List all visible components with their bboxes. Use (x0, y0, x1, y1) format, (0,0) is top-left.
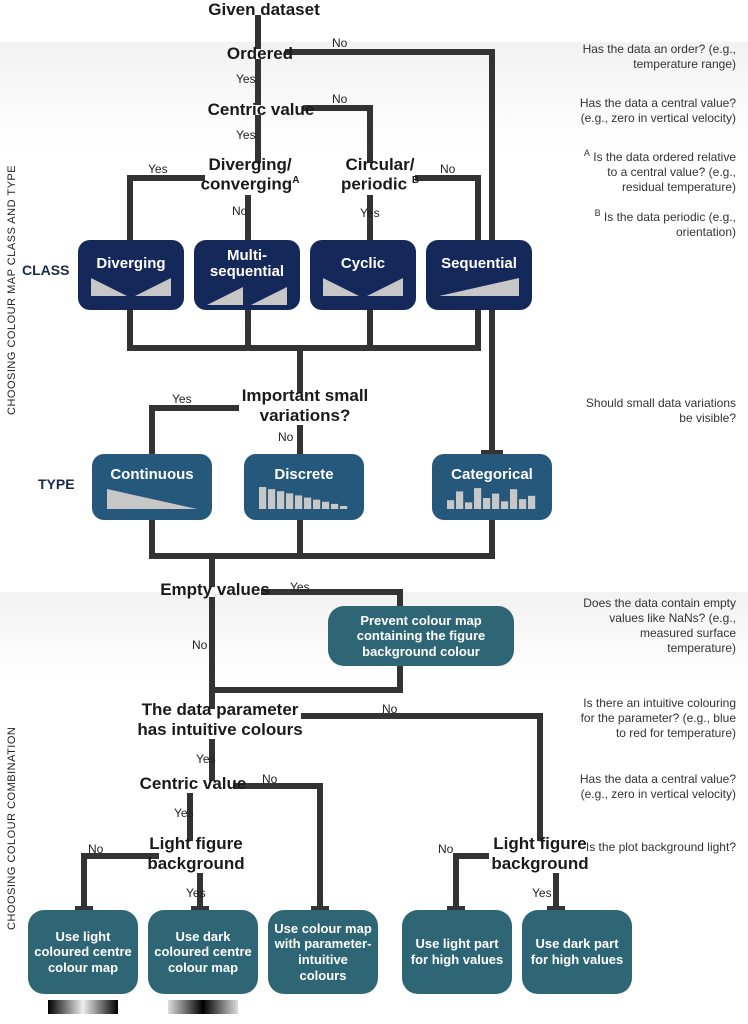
yn-centric1_no: No (332, 92, 347, 106)
class-box-sequential-label: Sequential (441, 256, 517, 273)
yn-intuitive_yes: Yes (196, 752, 216, 766)
yn-empty_no: No (192, 638, 207, 652)
annot-diverging: A Is the data ordered relative to a cent… (576, 148, 736, 195)
type-box-continuous-label: Continuous (110, 467, 193, 484)
vlabel-upper: CHOOSING COLOUR MAP CLASS AND TYPE (6, 95, 18, 415)
class-box-sequential: Sequential (426, 240, 532, 310)
type-box-categorical: Categorical (432, 454, 552, 520)
node-centric2: Centric value (128, 774, 258, 794)
tealbox-prevent-bg: Prevent colour map containing the figure… (328, 606, 514, 666)
sidelabel-class: CLASS (22, 262, 69, 278)
annot-lightbg: Is the plot background light? (576, 840, 736, 855)
yn-smallvar_no: No (278, 430, 293, 444)
node-given-dataset: Given dataset (194, 0, 334, 20)
class-box-multiseq: Multi-sequential (194, 240, 300, 310)
yn-circ_yes: Yes (360, 206, 380, 220)
sidelabel-type: TYPE (38, 476, 75, 492)
yn-lightbg2_yes: Yes (532, 886, 552, 900)
class-box-multiseq-label: Multi-sequential (210, 248, 284, 281)
node-circular-periodic: Circular/periodic B (320, 156, 440, 194)
annot-periodic-text: Is the data periodic (e.g., orientation) (604, 210, 736, 239)
annot-order: Has the data an order? (e.g., temperatur… (576, 42, 736, 72)
type-box-discrete: Discrete (244, 454, 364, 520)
node-circular-periodic-label: Circular/periodic (341, 155, 415, 193)
annot-central2: Has the data a central value? (e.g., zer… (576, 772, 736, 802)
node-circular-periodic-sup: B (412, 175, 419, 186)
yn-empty_yes: Yes (290, 580, 310, 594)
yn-intuitive_no: No (382, 702, 397, 716)
class-box-cyclic-label: Cyclic (341, 256, 385, 273)
endbox-param_intuitive: Use colour map with parameter-intuitive … (268, 910, 378, 994)
node-centric1: Centric value (196, 100, 326, 120)
endbox-dark_centre: Use dark coloured centre colour map (148, 910, 258, 994)
yn-centric2_no: No (262, 772, 277, 786)
endbox-dark_high: Use dark part for high values (522, 910, 632, 994)
node-lightbg1: Light figurebackground (136, 834, 256, 873)
type-box-discrete-label: Discrete (274, 467, 333, 484)
class-box-diverging-label: Diverging (96, 256, 165, 273)
annot-central: Has the data a central value? (e.g., zer… (576, 96, 736, 126)
node-diverging-conv-label: Diverging/converging (201, 155, 293, 193)
yn-lightbg1_no: No (88, 842, 103, 856)
yn-div_no: No (232, 204, 247, 218)
vlabel-lower: CHOOSING COLOUR COMBINATION (6, 660, 18, 930)
class-box-diverging: Diverging (78, 240, 184, 310)
class-box-cyclic: Cyclic (310, 240, 416, 310)
yn-circ_no: No (440, 162, 455, 176)
node-small-variations: Important smallvariations? (220, 386, 390, 425)
yn-lightbg2_no: No (438, 842, 453, 856)
annot-diverging-text: Is the data ordered relative to a centra… (593, 150, 736, 194)
yn-ordered_no: No (332, 36, 347, 50)
annot-empty: Does the data contain empty values like … (576, 596, 736, 656)
yn-smallvar_yes: Yes (172, 392, 192, 406)
type-box-continuous: Continuous (92, 454, 212, 520)
annot-smallvar: Should small data variations be visible? (576, 396, 736, 426)
type-box-categorical-label: Categorical (451, 467, 533, 484)
grad-dark-centre (168, 1000, 238, 1014)
annot-periodic: B Is the data periodic (e.g., orientatio… (576, 208, 736, 240)
endbox-light_centre: Use light coloured centre colour map (28, 910, 138, 994)
node-diverging-conv: Diverging/convergingA (180, 156, 320, 194)
yn-centric1_yes: Yes (236, 128, 256, 142)
yn-centric2_yes: Yes (174, 806, 194, 820)
endbox-light_high: Use light part for high values (402, 910, 512, 994)
yn-ordered_yes: Yes (236, 72, 256, 86)
yn-div_yes: Yes (148, 162, 168, 176)
node-ordered: Ordered (210, 44, 310, 64)
node-intuitive: The data parameterhas intuitive colours (120, 700, 320, 739)
node-empty-values: Empty values (150, 580, 280, 600)
grad-light-centre (48, 1000, 118, 1014)
node-diverging-conv-sup: A (292, 175, 299, 186)
annot-intuitive: Is there an intuitive colouring for the … (576, 696, 736, 741)
yn-lightbg1_yes: Yes (186, 886, 206, 900)
